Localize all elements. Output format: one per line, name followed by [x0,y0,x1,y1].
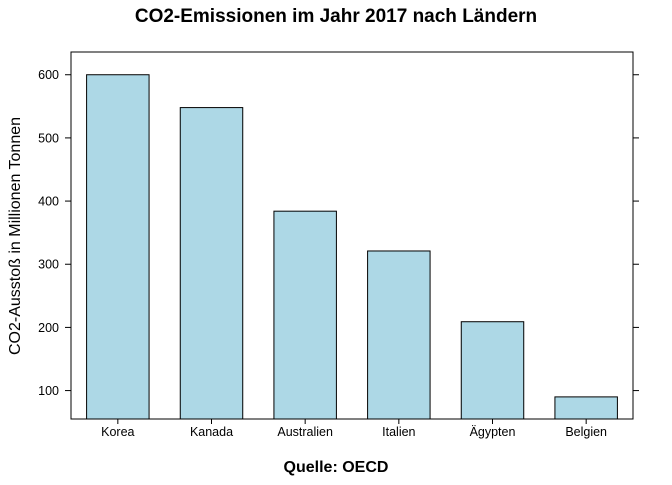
y-axis-right [633,74,639,392]
x-axis-label: Quelle: OECD [284,459,389,476]
y-tick-label: 200 [38,321,59,335]
x-tick-label: Korea [101,425,134,439]
y-tick-label: 600 [38,68,59,82]
x-axis: Korea Kanada Australien Italien Ägypten Belgi… [101,419,607,439]
plot-frame [70,51,634,420]
bar-1 [86,74,150,420]
x-tick-label: Ägypten [470,425,516,439]
bar-2 [179,107,244,420]
y-tick-label: 400 [38,195,59,209]
bar-5 [460,321,525,420]
x-tick-label: Belgien [565,425,607,439]
bar-4 [367,250,431,420]
y-axis-label: CO2-Ausstoß in Millionen Tonnen [7,117,24,355]
bars [86,74,618,420]
chart-title: CO2-Emissionen im Jahr 2017 nach Ländern [135,6,537,27]
x-tick-label: Australien [277,425,333,439]
y-axis-left: 100 200 300 400 500 600 [38,68,71,398]
x-tick-label: Italien [382,425,415,439]
x-tick-label: Kanada [190,425,233,439]
bar-6 [554,396,618,420]
y-tick-label: 100 [38,384,59,398]
y-tick-label: 300 [38,258,59,272]
bar-3 [273,210,337,420]
y-tick-label: 500 [38,131,59,145]
